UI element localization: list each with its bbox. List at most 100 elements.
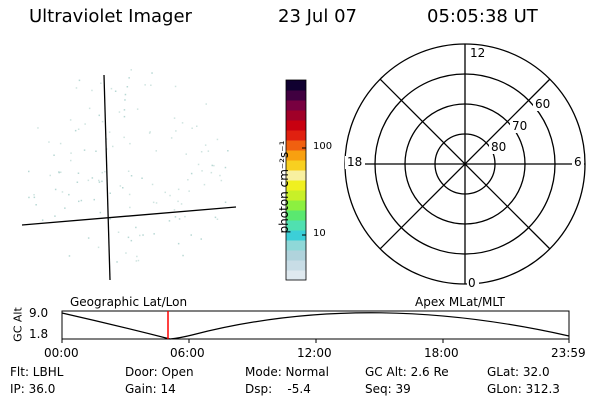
noise-speckle (168, 220, 171, 222)
colorbar-band (286, 190, 306, 201)
noise-speckle (177, 188, 180, 191)
noise-speckle (164, 191, 166, 194)
noise-speckle (139, 234, 141, 237)
noise-speckle (93, 198, 95, 201)
noise-speckle (119, 185, 122, 187)
noise-speckle (151, 183, 154, 186)
noise-speckle (178, 218, 181, 220)
noise-speckle (182, 254, 184, 257)
noise-speckle (109, 192, 111, 194)
noise-speckle (112, 145, 114, 148)
noise-speckle (98, 181, 101, 183)
colorbar-unit-label: photon cm⁻²s⁻¹ (277, 140, 291, 234)
noise-speckle (150, 84, 152, 86)
noise-speckle (76, 181, 79, 183)
noise-speckle (91, 177, 94, 179)
date-label: 23 Jul 07 (278, 6, 357, 27)
noise-speckle (177, 200, 179, 203)
noise-speckle (216, 218, 219, 220)
noise-speckle (77, 172, 80, 174)
noise-speckle (28, 170, 30, 173)
noise-speckle (78, 200, 80, 203)
colorbar-band (286, 120, 306, 131)
noise-speckle (153, 233, 155, 235)
noise-speckle (207, 150, 210, 152)
gain-readout: Gain: 14 (125, 382, 176, 396)
colorbar-band (286, 170, 306, 181)
noise-speckle (190, 172, 193, 175)
noise-speckle (173, 117, 176, 119)
noise-speckle (104, 170, 106, 173)
noise-speckle (128, 77, 130, 79)
noise-speckle (181, 122, 184, 124)
ip-readout: IP: 36.0 (10, 382, 56, 396)
noise-speckle (190, 234, 192, 236)
noise-speckle (175, 130, 177, 132)
noise-speckle (135, 226, 137, 229)
noise-speckle (180, 203, 183, 205)
noise-speckle (125, 252, 127, 254)
polar-label-bg-6 (572, 156, 584, 169)
noise-speckle (108, 131, 111, 133)
noise-speckle (126, 86, 129, 88)
noise-speckle (105, 138, 108, 140)
gc-alt-readout: GC Alt: 2.6 Re (365, 365, 449, 379)
noise-speckle (200, 151, 203, 153)
noise-speckle (98, 179, 100, 182)
noise-speckle (203, 183, 206, 186)
colorbar (286, 80, 306, 281)
noise-speckle (128, 193, 131, 196)
noise-speckle (135, 260, 138, 262)
colorbar-band (286, 220, 306, 231)
noise-speckle (155, 150, 157, 152)
noise-speckle (60, 171, 62, 173)
colorbar-band (286, 80, 306, 91)
noise-speckle (196, 125, 198, 127)
noise-speckle (191, 127, 193, 129)
noise-speckle (101, 180, 103, 183)
lat-label-70: 70 (512, 119, 528, 133)
noise-speckle (48, 141, 50, 143)
latitude-line (21, 206, 237, 226)
mode-readout: Mode: Normal (245, 365, 329, 379)
colorbar-tick-label-100: 100 (313, 141, 333, 152)
colorbar-tick-label-10: 10 (313, 228, 326, 239)
apex-label: Apex MLat/MLT (415, 295, 505, 309)
noise-speckle (155, 202, 158, 204)
noise-speckle (61, 191, 64, 193)
noise-speckle (227, 150, 229, 152)
noise-speckle (70, 152, 72, 154)
noise-speckle (127, 170, 130, 172)
polar-label-bg-70 (510, 120, 530, 133)
noise-speckle (187, 179, 189, 181)
longitude-line (103, 74, 111, 281)
colorbar-band (286, 100, 306, 111)
noise-speckle (224, 166, 227, 169)
noise-speckle (100, 82, 102, 84)
noise-speckle (110, 87, 113, 90)
colorbar-band (286, 180, 306, 191)
noise-speckle (130, 239, 133, 242)
noise-speckle (136, 108, 139, 110)
noise-speckle (75, 87, 78, 89)
noise-speckle (174, 216, 177, 218)
geographic-label: Geographic Lat/Lon (70, 295, 188, 309)
noise-speckle (35, 204, 37, 206)
noise-speckle (117, 231, 120, 233)
noise-speckle (149, 131, 151, 133)
noise-speckle (84, 123, 86, 125)
time-tick-1800: 18:00 (424, 346, 459, 360)
polar-label-bg-12 (469, 47, 489, 60)
noise-speckle (124, 93, 127, 96)
noise-speckle (33, 194, 35, 196)
noise-speckle (58, 171, 60, 174)
noise-speckle (116, 261, 118, 263)
lat-label-80: 80 (491, 140, 507, 154)
noise-speckle (123, 136, 125, 139)
colorbar-band (286, 150, 306, 161)
filter-readout: Flt: LBHL (10, 365, 64, 379)
noise-speckle (98, 114, 100, 117)
noise-speckle (88, 107, 91, 110)
noise-speckle (205, 103, 207, 105)
